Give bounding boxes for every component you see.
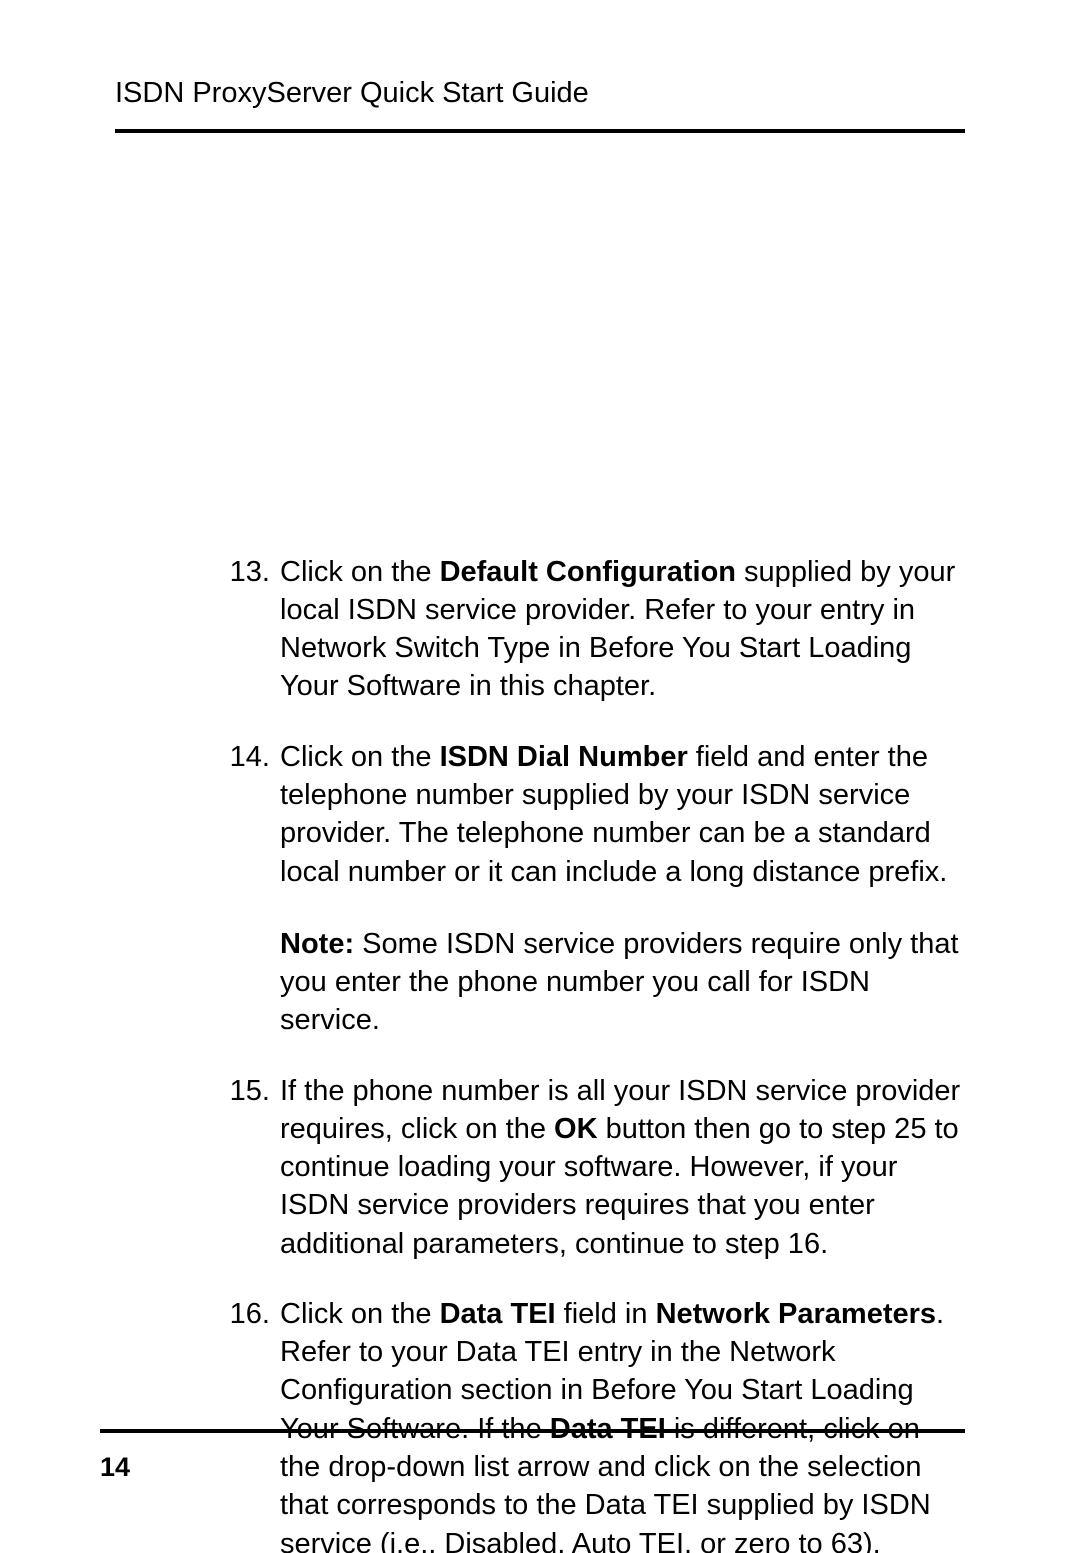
list-item: 16. Click on the Data TEI field in Netwo… [210,1295,965,1553]
item-text: Click on the ISDN Dial Number field and … [280,738,965,891]
page-header: ISDN ProxyServer Quick Start Guide [115,75,965,113]
list-item: 14. Click on the ISDN Dial Number field … [210,738,965,1040]
item-number: 15. [210,1072,280,1263]
content-area: 13. Click on the Default Configuration s… [115,553,965,1553]
item-note: Note: Some ISDN service providers requir… [280,925,965,1040]
item-body: Click on the ISDN Dial Number field and … [280,738,965,1040]
item-body: If the phone number is all your ISDN ser… [280,1072,965,1263]
item-number: 13. [210,553,280,706]
page-number: 14 [100,1452,130,1483]
item-body: Click on the Default Configuration suppl… [280,553,965,706]
footer-rule [100,1429,965,1433]
list-item: 13. Click on the Default Configuration s… [210,553,965,706]
item-number: 14. [210,738,280,1040]
header-rule [115,129,965,133]
item-body: Click on the Data TEI field in Network P… [280,1295,965,1553]
list-item: 15. If the phone number is all your ISDN… [210,1072,965,1263]
document-page: ISDN ProxyServer Quick Start Guide 13. C… [0,0,1080,1553]
item-number: 16. [210,1295,280,1553]
